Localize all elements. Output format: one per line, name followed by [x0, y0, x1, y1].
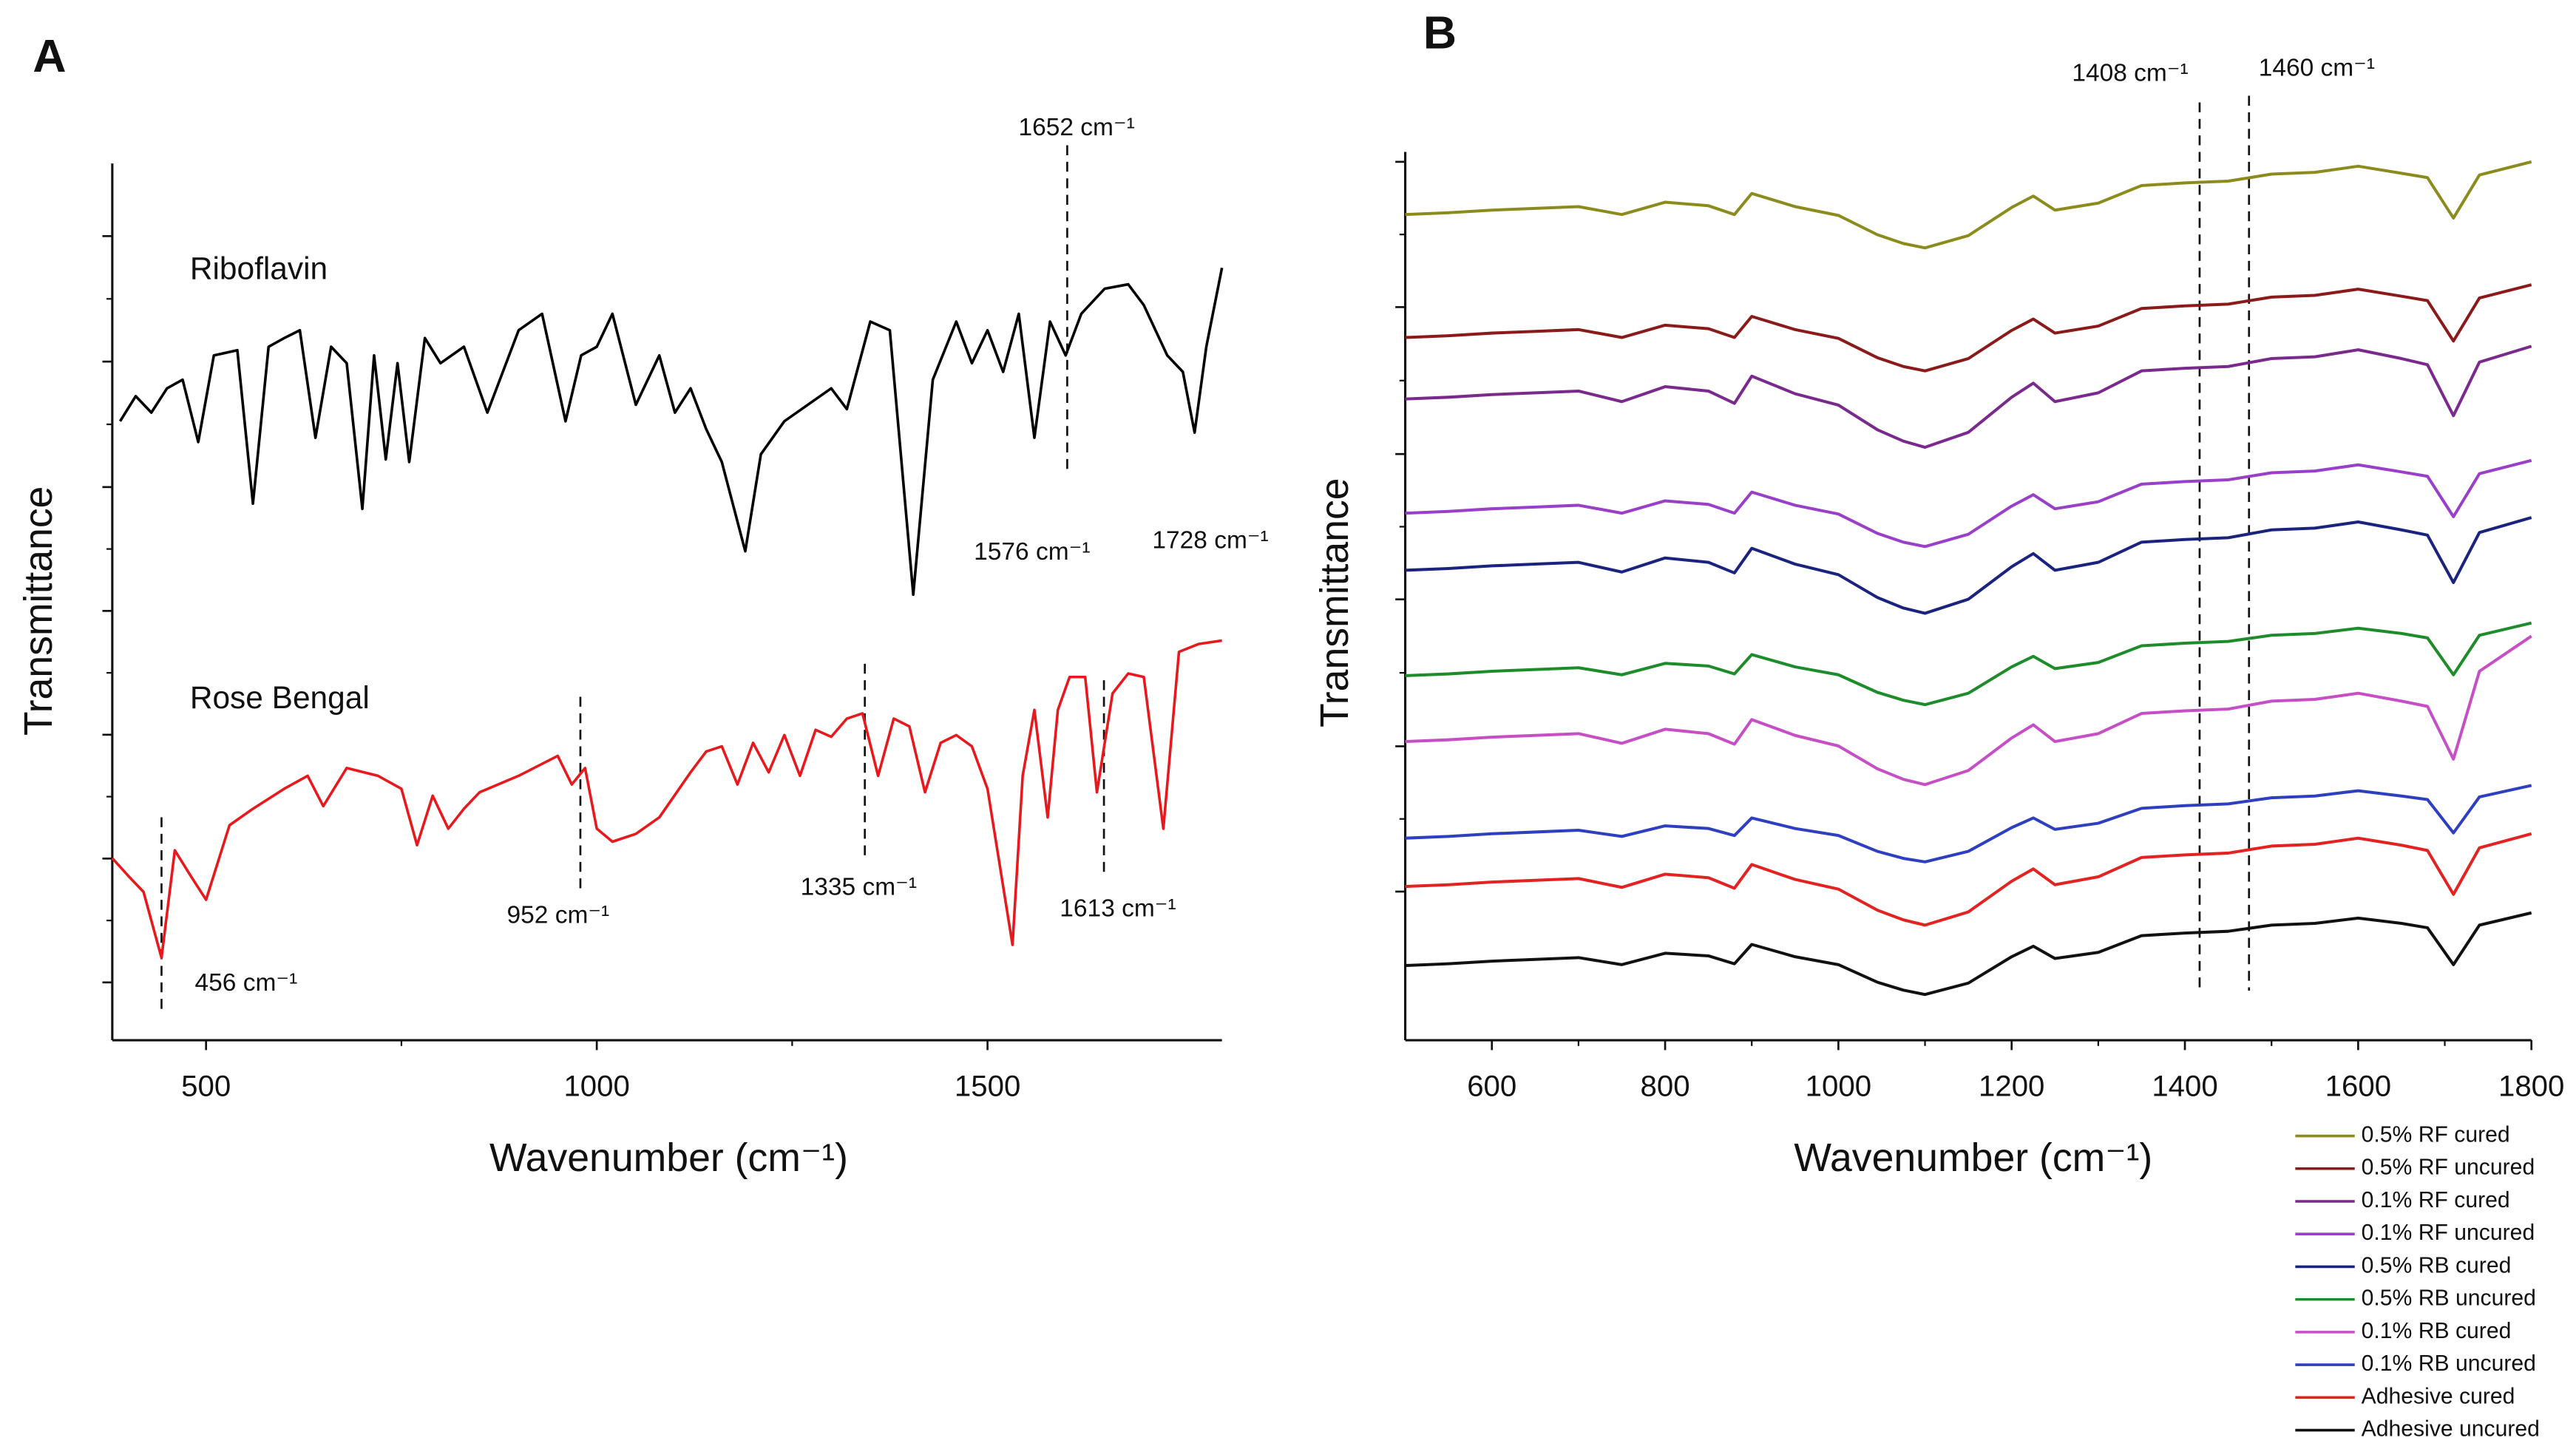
y-axis-label: Transmittance	[16, 486, 61, 736]
legend-label: Adhesive cured	[2362, 1384, 2515, 1408]
series-label: Rose Bengal	[190, 680, 370, 715]
legend-label: 0.5% RF uncured	[2362, 1156, 2535, 1180]
spectrum-line	[1405, 784, 2532, 863]
spectrum-line	[1405, 911, 2532, 997]
x-tick-label: 600	[1467, 1069, 1516, 1102]
legend-label: 0.1% RB cured	[2362, 1319, 2512, 1343]
spectrum-line	[1405, 634, 2532, 787]
spectrum-line	[111, 639, 1222, 960]
y-axis-label: Transmittance	[1312, 478, 1357, 727]
x-tick-label: 1000	[1806, 1069, 1871, 1102]
spectrum-line	[1405, 516, 2532, 615]
legend-label: 0.5% RB cured	[2362, 1253, 2512, 1277]
spectrum-line	[118, 267, 1224, 597]
spectrum-line	[1405, 283, 2532, 373]
x-tick-label: 1500	[955, 1069, 1020, 1102]
legend-label: 0.1% RB uncured	[2362, 1351, 2536, 1376]
spectrum-line	[1405, 621, 2532, 707]
x-tick-label: 500	[181, 1069, 231, 1102]
spectrum-line	[1405, 345, 2532, 449]
legend-label: 0.5% RF cured	[2362, 1123, 2510, 1147]
legend-label: Adhesive uncured	[2362, 1416, 2540, 1441]
marker-label: 952 cm⁻¹	[507, 901, 610, 929]
series-label: Riboflavin	[190, 251, 328, 285]
spectrum-line	[1405, 458, 2532, 549]
x-axis-label: Wavenumber (cm⁻¹)	[1794, 1136, 2152, 1180]
marker-label: 1335 cm⁻¹	[801, 873, 917, 900]
marker-label: 1408 cm⁻¹	[2072, 59, 2188, 86]
x-axis-label: Wavenumber (cm⁻¹)	[489, 1136, 848, 1180]
x-tick-label: 800	[1641, 1069, 1690, 1102]
x-tick-label: 1400	[2152, 1069, 2217, 1102]
marker-label: 1460 cm⁻¹	[2259, 55, 2375, 82]
marker-label: 456 cm⁻¹	[195, 969, 298, 997]
annotation: 1576 cm⁻¹	[974, 538, 1090, 566]
annotation: 1728 cm⁻¹	[1152, 526, 1268, 554]
spectrum-line	[1405, 160, 2532, 250]
marker-label: 1613 cm⁻¹	[1060, 895, 1176, 922]
x-tick-label: 1000	[563, 1069, 629, 1102]
marker-label: 1652 cm⁻¹	[1018, 114, 1134, 141]
legend-label: 0.1% RF cured	[2362, 1188, 2510, 1212]
legend-label: 0.1% RF uncured	[2362, 1221, 2535, 1245]
x-tick-label: 1800	[2498, 1069, 2564, 1102]
x-tick-label: 1600	[2325, 1069, 2391, 1102]
panel-label: A	[33, 30, 66, 82]
legend-label: 0.5% RB uncured	[2362, 1286, 2536, 1311]
panel-label: B	[1423, 7, 1457, 59]
x-tick-label: 1200	[1979, 1069, 2044, 1102]
spectrum-line	[1405, 832, 2532, 927]
